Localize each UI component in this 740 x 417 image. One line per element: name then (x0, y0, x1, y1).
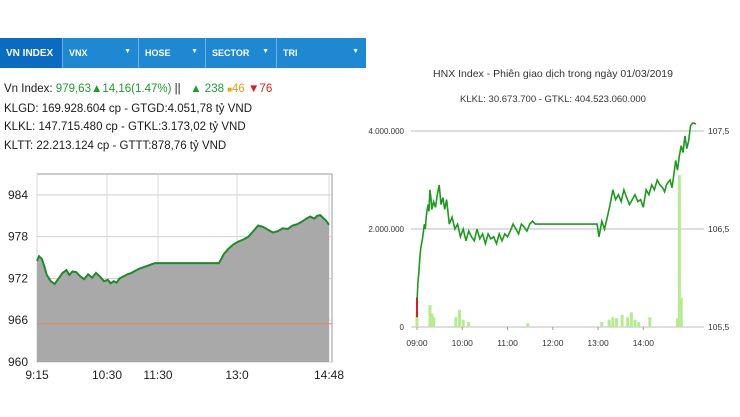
x-tick-label: 09:00 (406, 338, 428, 348)
y-tick-label: 972 (8, 271, 28, 285)
price-line (416, 122, 697, 303)
index-change: 14,16(1.47%) (102, 83, 172, 95)
volume-bar (600, 322, 604, 327)
volume-bar (648, 317, 652, 327)
chevron-down-icon[interactable]: ▼ (352, 48, 359, 55)
tab-hose[interactable]: HOSE ▼ (139, 38, 206, 68)
volume-bar (607, 319, 611, 327)
x-tick-label: 11:00 (497, 338, 518, 348)
y-right-tick-label: 106,5 (708, 224, 730, 234)
decliners-count: 76 (259, 83, 273, 95)
kltt-line: KLTT: 22.213.124 cp - GTTT:878,76 tỷ VND (4, 139, 227, 152)
volume-bar (428, 304, 432, 327)
y-left-tick-label: 4.000.000 (368, 127, 404, 136)
y-tick-label: 978 (8, 230, 28, 244)
hnx-index-intraday-chart: 4.000.000 2.000.000 0 107,5 106,5 105,5 09:00 1… (368, 122, 730, 348)
x-tick-label: 10:30 (92, 368, 122, 382)
tab-label: TRI (283, 48, 298, 58)
unchanged-count: 46 (232, 83, 245, 95)
chevron-down-icon[interactable]: ▼ (124, 48, 131, 55)
volume-bar (637, 322, 641, 327)
volume-bar (415, 312, 419, 327)
y-left-tick-label: 0 (400, 323, 405, 332)
y-right-tick-label: 105,5 (708, 322, 730, 332)
advancers-icon: ▲ (190, 83, 202, 95)
tab-label: VN INDEX (6, 47, 54, 59)
y-left-tick-label: 2.000.000 (368, 225, 404, 234)
chevron-down-icon[interactable]: ▼ (191, 48, 198, 55)
klgd-line: KLGD: 169.928.604 cp - GTGD:4.051,78 tỷ … (4, 102, 253, 115)
x-tick-label: 12:00 (542, 338, 564, 348)
volume-bar (432, 317, 436, 327)
index-label: Vn Index: (4, 83, 53, 95)
separator: || (174, 83, 181, 95)
tab-sector[interactable]: SECTOR ▼ (206, 38, 277, 68)
x-tick-label: 13:0 (225, 368, 249, 382)
chart-subtitle: KLKL: 30.673.700 - GTKL: 404.523.060.000 (460, 94, 646, 105)
x-tick-label: 10:00 (452, 338, 474, 348)
volume-bar (467, 322, 471, 327)
unchanged-icon: ■ (227, 85, 233, 94)
volume-bar (633, 319, 637, 327)
volume-bar (629, 312, 633, 327)
up-arrow-icon: ▲ (90, 83, 103, 95)
klkl-line: KLKL: 147.715.480 cp - GTKL:3.173,02 tỷ … (4, 121, 246, 133)
advancers-count: 238 (204, 83, 224, 95)
market-tab-bar: VN INDEX VNX ▼ HOSE ▼ SECTOR ▼ TRI ▼ (0, 38, 366, 68)
volume-bar (611, 317, 615, 327)
index-line: Vn Index: 979,63▲14,16(1.47%) || ▲ 238 ■… (4, 80, 272, 100)
index-line (36, 214, 330, 286)
chart-title: HNX Index - Phiên giao dịch trong ngày 0… (433, 68, 673, 80)
y-tick-label: 960 (8, 355, 28, 369)
y-tick-label: 984 (8, 188, 28, 202)
decliners-icon: ▼ (248, 83, 260, 95)
index-value: 979,63 (55, 83, 91, 95)
volume-bar (677, 175, 681, 327)
volume-bar (457, 309, 461, 327)
tab-tri[interactable]: TRI ▼ (277, 38, 366, 68)
x-tick-label: 9:15 (25, 368, 49, 382)
y-tick-label: 966 (8, 313, 28, 327)
x-tick-label: 14:48 (314, 368, 344, 382)
x-tick-label: 14:00 (633, 338, 655, 348)
volume-bar (626, 317, 630, 327)
tab-label: SECTOR (212, 48, 250, 58)
volume-bar (454, 317, 458, 327)
tab-label: HOSE (145, 48, 171, 58)
volume-bar (461, 319, 465, 327)
volume-bar (676, 318, 680, 327)
chevron-down-icon[interactable]: ▼ (262, 48, 269, 55)
volume-bar (526, 323, 530, 327)
y-right-tick-label: 107,5 (708, 126, 730, 136)
volume-bar (679, 297, 683, 327)
volume-bar (620, 314, 624, 327)
x-tick-label: 11:30 (143, 368, 172, 382)
tab-label: VNX (69, 48, 88, 58)
tab-vnx[interactable]: VNX ▼ (63, 38, 139, 68)
index-area (37, 215, 329, 362)
volume-bar (615, 318, 619, 327)
hnx-index-panel: HNX Index - Phiên giao dịch trong ngày 0… (366, 55, 740, 360)
index-summary: Vn Index: 979,63▲14,16(1.47%) || ▲ 238 ■… (4, 80, 272, 155)
tab-vn-index[interactable]: VN INDEX (0, 38, 63, 68)
x-tick-label: 13:00 (587, 338, 609, 348)
volume-bar (430, 313, 434, 327)
